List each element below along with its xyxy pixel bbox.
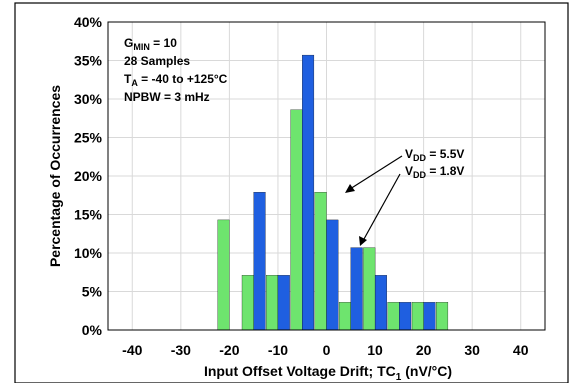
bar-vdd-5v5 [277, 275, 290, 331]
bar-vdd-5v5 [423, 302, 436, 331]
y-tick-label: 10% [74, 245, 103, 261]
x-tick-label: 40 [513, 342, 529, 358]
legend-callouts: VDD = 5.5V VDD = 1.8V [345, 147, 464, 246]
condition-npbw: NPBW = 3 mHz [124, 90, 210, 104]
y-tick-label: 25% [74, 130, 103, 146]
bar-vdd-1v8 [266, 275, 279, 331]
bar-vdd-1v8 [290, 109, 303, 331]
x-tick-label: -40 [122, 342, 142, 358]
condition-gain: GMIN = 10 [124, 36, 177, 52]
y-tick-label: 15% [74, 207, 103, 223]
bar-vdd-5v5 [350, 247, 363, 331]
conditions-block: GMIN = 10 28 Samples TA = -40 to +125°C … [124, 36, 228, 104]
bar-vdd-5v5 [326, 219, 339, 331]
bar-vdd-1v8 [411, 302, 424, 331]
x-tick-label: 10 [367, 342, 383, 358]
y-axis-label: Percentage of Occurrences [47, 85, 63, 267]
bar-vdd-1v8 [217, 219, 230, 331]
bar-vdd-1v8 [241, 275, 254, 331]
bar-vdd-1v8 [436, 302, 449, 331]
bar-vdd-5v5 [302, 54, 315, 331]
y-tick-label: 30% [74, 91, 103, 107]
x-tick-label: 30 [464, 342, 480, 358]
x-tick-label: 0 [323, 342, 331, 358]
bar-vdd-5v5 [374, 275, 387, 331]
condition-temperature: TA = -40 to +125°C [124, 72, 228, 88]
bar-vdd-5v5 [253, 192, 266, 331]
y-tick-label: 40% [74, 14, 103, 30]
x-axis-label: Input Offset Voltage Drift; TC1 (nV/°C) [204, 363, 452, 383]
x-axis-label-sub: 1 [396, 372, 402, 383]
plot-border [107, 21, 546, 331]
y-tick-labels: 0% 5% 10% 15% 20% 25% 30% 35% 40% [74, 14, 103, 338]
bar-vdd-1v8 [387, 302, 400, 331]
y-tick-label: 5% [82, 284, 103, 300]
y-tick-label: 0% [82, 322, 103, 338]
outer-frame [14, 2, 569, 383]
arrow-1v8-head [359, 236, 367, 246]
bar-vdd-5v5 [399, 302, 412, 331]
gridlines [108, 22, 545, 330]
x-tick-label: -10 [268, 342, 288, 358]
x-axis-label-units: (nV/°C) [401, 363, 452, 379]
y-tick-label: 35% [74, 53, 103, 69]
legend-label-1v8: VDD = 1.8V [405, 164, 464, 180]
condition-samples: 28 Samples [124, 54, 190, 68]
x-axis-label-main: Input Offset Voltage Drift; TC [204, 363, 396, 379]
bar-vdd-1v8 [314, 192, 327, 331]
y-tick-label: 20% [74, 168, 103, 184]
arrow-5v5-head [345, 184, 355, 193]
bar-vdd-1v8 [338, 302, 351, 331]
x-tick-label: -20 [219, 342, 239, 358]
arrow-1v8-line [363, 173, 401, 240]
x-tick-label: 20 [416, 342, 432, 358]
x-tick-label: -30 [171, 342, 191, 358]
legend-label-5v5: VDD = 5.5V [405, 147, 464, 163]
arrow-5v5-line [349, 155, 403, 190]
x-tick-labels: -40 -30 -20 -10 0 10 20 30 40 [122, 342, 529, 358]
bar-vdd-1v8 [363, 247, 376, 331]
